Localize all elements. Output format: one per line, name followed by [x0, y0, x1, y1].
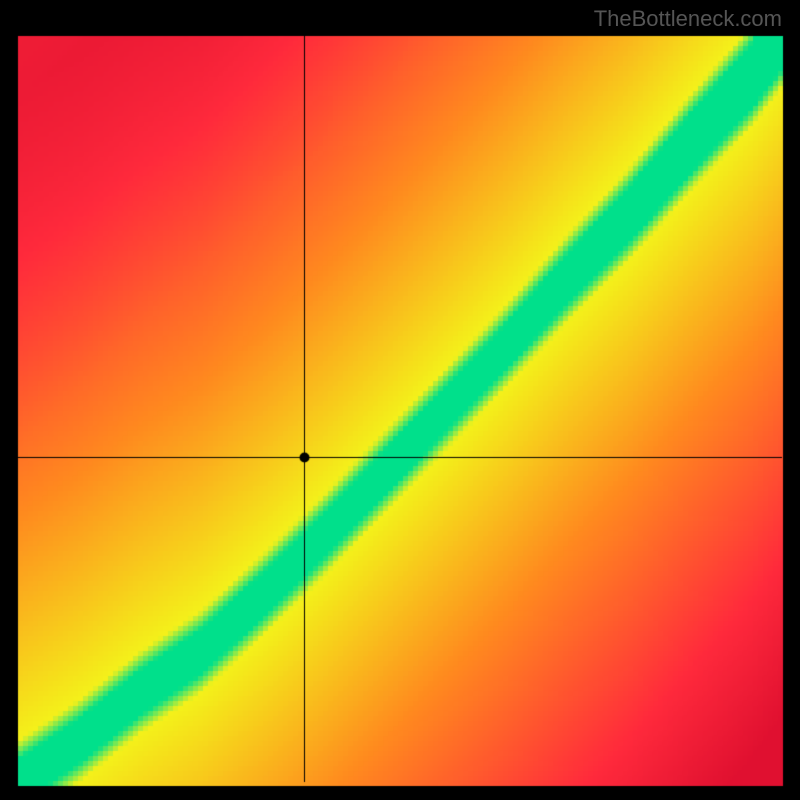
- chart-container: TheBottleneck.com: [0, 0, 800, 800]
- watermark-text: TheBottleneck.com: [594, 6, 782, 32]
- heatmap-canvas: [0, 0, 800, 800]
